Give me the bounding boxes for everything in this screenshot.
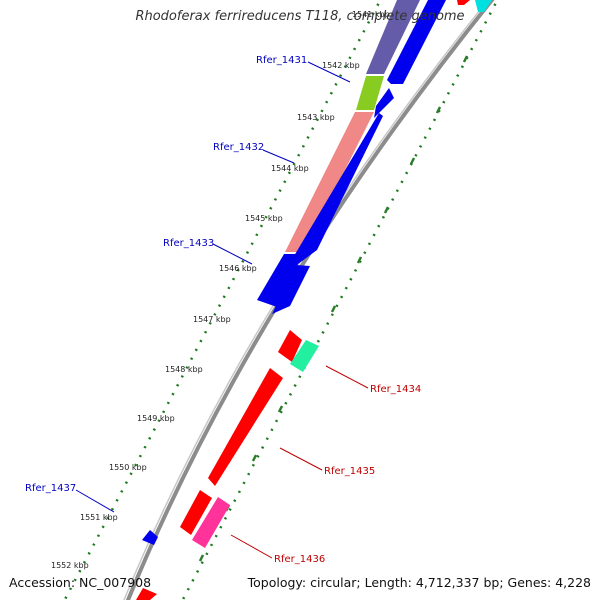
label-leaders [75,61,369,559]
gene-label-rfer-1433[interactable]: Rfer_1433 [163,238,214,249]
kbp-label: 1552 kbp [51,561,89,570]
gene-label-rfer-1435[interactable]: Rfer_1435 [324,466,375,477]
genome-backbone-shade [121,0,489,605]
cds-red-bottom[interactable] [136,588,157,600]
cds-blue-lower[interactable] [272,265,310,314]
cds-blue-small[interactable] [374,88,394,118]
kbp-label: 1549 kbp [137,414,175,423]
reverse-strand-features [136,0,492,600]
cds-red-top[interactable] [457,0,470,5]
kbp-label: 1548 kbp [165,365,203,374]
cds-rfer-1431[interactable] [366,0,420,74]
outer-tick-track [178,0,499,605]
gene-label-rfer-1432[interactable]: Rfer_1432 [213,142,264,153]
cds-blue-mid[interactable] [294,113,383,264]
cds-rfer-1432[interactable] [285,112,374,252]
kbp-axis: 1541 kbp 1542 kbp 1543 kbp 1544 kbp 1545… [51,10,390,570]
kbp-label: 1545 kbp [245,214,283,223]
cds-cyan-top[interactable] [475,0,492,12]
gene-label-rfer-1431[interactable]: Rfer_1431 [256,55,307,66]
cds-rfer-1431-tail[interactable] [356,76,384,110]
accession-text: Accession: NC_007908 [9,575,152,590]
gene-label-rfer-1436[interactable]: Rfer_1436 [274,554,325,565]
outer-dash-marks [198,55,469,562]
kbp-label: 1547 kbp [193,315,231,324]
cds-rfer-1433[interactable] [257,254,303,307]
genome-backbone [124,0,495,605]
kbp-label: 1541 kbp [352,10,390,19]
cds-blue-top[interactable] [387,0,446,84]
kbp-label: 1546 kbp [219,264,257,273]
kbp-label: 1550 kbp [109,463,147,472]
forward-strand-features [142,0,420,545]
cds-rfer-1435[interactable] [208,368,283,486]
cds-red-1436a[interactable] [180,490,212,535]
cds-rfer-1436[interactable] [192,497,230,548]
gene-label-rfer-1434[interactable]: Rfer_1434 [370,384,421,395]
gene-labels: Rfer_1431 Rfer_1432 Rfer_1433 Rfer_1434 … [25,55,421,565]
cds-red-1433b[interactable] [278,330,302,362]
map-title: Rhodoferax ferrireducens T118, complete … [135,9,465,24]
cds-rfer-1434[interactable] [290,340,319,372]
kbp-label: 1542 kbp [322,61,360,70]
kbp-label: 1543 kbp [297,113,335,122]
kbp-label: 1544 kbp [271,164,309,173]
kbp-label: 1551 kbp [80,513,118,522]
gene-label-rfer-1437[interactable]: Rfer_1437 [25,483,76,494]
topology-text: Topology: circular; Length: 4,712,337 bp… [247,575,591,590]
cds-rfer-1437[interactable] [142,530,158,545]
